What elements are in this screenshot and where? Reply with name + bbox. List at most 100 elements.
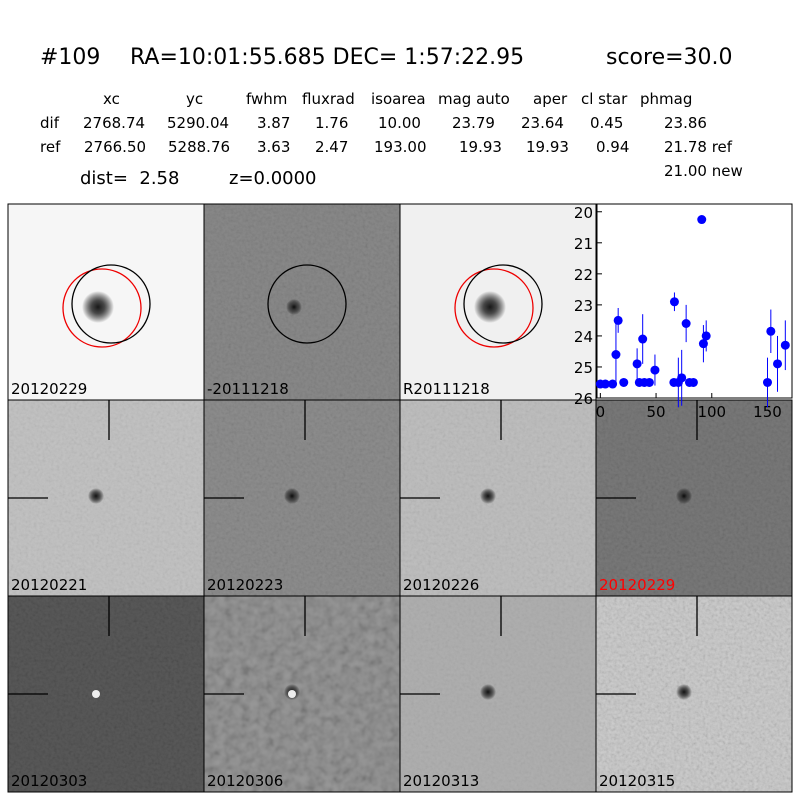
y-tick-label: 24 — [574, 328, 593, 346]
data-point — [698, 339, 708, 349]
cell: 2768.74 — [83, 114, 145, 132]
source-blob — [288, 690, 296, 698]
source-blob — [82, 291, 114, 323]
y-tick-label: 22 — [574, 266, 593, 284]
data-point — [619, 377, 629, 387]
source-blob — [676, 488, 692, 504]
data-point — [600, 379, 610, 389]
cell: 23.64 — [521, 114, 564, 132]
cell: 193.00 — [374, 138, 427, 156]
data-point — [697, 215, 707, 225]
data-point — [611, 350, 621, 360]
source-blob — [474, 291, 506, 323]
dif-circle — [71, 264, 151, 344]
coordinates: RA=10:01:55.685 DEC= 1:57:22.95 — [130, 45, 524, 70]
source-blob — [88, 488, 104, 504]
data-point — [701, 331, 711, 341]
panel-label: 20120315 — [599, 772, 675, 790]
source-blob — [480, 488, 496, 504]
column-header: yc — [186, 90, 203, 108]
x-tick-label: 50 — [647, 403, 666, 421]
panel-label: 20120303 — [11, 772, 87, 790]
chart: 20 21 22 23 24 25 260 50 100 150 — [574, 203, 793, 421]
cell: 10.00 — [378, 114, 421, 132]
panel-label: 20120221 — [11, 576, 87, 594]
table: xc yc fwhm fluxrad isoarea mag auto aper cl sta… — [40, 90, 733, 156]
data-point — [681, 319, 691, 329]
source-blob — [480, 684, 496, 700]
x-tick-label: 150 — [753, 403, 782, 421]
column-header: cl star — [581, 90, 628, 108]
data-point — [780, 340, 790, 350]
plot-area — [596, 203, 793, 399]
row-label: ref — [40, 138, 61, 156]
cell: 5290.04 — [167, 114, 229, 132]
cell: 23.79 — [452, 114, 495, 132]
column-header: aper — [533, 90, 568, 108]
data-point — [644, 377, 654, 387]
cell: 5288.76 — [168, 138, 230, 156]
data-point — [613, 315, 623, 325]
data-point — [632, 359, 642, 369]
cell: 2766.50 — [84, 138, 146, 156]
source-blob — [676, 684, 692, 700]
cell: 19.93 — [526, 138, 569, 156]
panels: 20120229 -20111218 R20111218 20120221 201202… — [7, 203, 793, 793]
panel-label: 20120306 — [207, 772, 283, 790]
cell: 21.78 ref — [664, 138, 733, 156]
distance: dist= 2.58 — [80, 168, 179, 189]
data-point — [677, 373, 687, 383]
row-label: dif — [40, 114, 60, 132]
panel-label: 20120229 — [11, 380, 87, 398]
column-header: mag auto — [438, 90, 510, 108]
data-point — [608, 379, 618, 389]
y-tick-label: 25 — [574, 359, 593, 377]
data-point — [688, 377, 698, 387]
cell: 19.93 — [459, 138, 502, 156]
column-header: isoarea — [371, 90, 426, 108]
dif-circle — [463, 264, 543, 344]
score: score=30.0 — [606, 45, 733, 70]
cell: 23.86 — [664, 114, 707, 132]
y-tick-label: 20 — [574, 204, 593, 222]
ref-circle — [62, 268, 142, 348]
panel-border — [595, 595, 793, 793]
cell: 0.45 — [590, 114, 623, 132]
source-blob — [286, 299, 302, 315]
cell: 0.94 — [596, 138, 629, 156]
data-point — [762, 377, 772, 387]
cell: 1.76 — [315, 114, 348, 132]
column-header: fwhm — [246, 90, 287, 108]
x-tick-label: 100 — [697, 403, 726, 421]
source-blob — [284, 488, 300, 504]
cell: 3.87 — [257, 114, 290, 132]
cell: 3.63 — [257, 138, 290, 156]
data-point — [669, 297, 679, 307]
panel-label: 20120226 — [403, 576, 479, 594]
data-point — [766, 326, 776, 336]
column-header: phmag — [640, 90, 692, 108]
column-header: xc — [103, 90, 120, 108]
panel-label: R20111218 — [403, 380, 490, 398]
ref-circle — [454, 268, 534, 348]
y-tick-label: 23 — [574, 297, 593, 315]
y-tick-label: 21 — [574, 235, 593, 253]
table-note: 21.00 new — [664, 162, 743, 180]
x-tick-label: 0 — [596, 403, 606, 421]
panel-label: -20111218 — [207, 380, 289, 398]
data-point — [638, 334, 648, 344]
object-id: #109 — [40, 45, 100, 70]
panel-label: 20120223 — [207, 576, 283, 594]
data-point — [650, 365, 660, 375]
redshift: z=0.0000 — [229, 168, 317, 189]
source-blob — [92, 690, 100, 698]
panel-label: 20120313 — [403, 772, 479, 790]
panel-noise — [204, 204, 400, 400]
data-point — [773, 359, 783, 369]
column-header: fluxrad — [302, 90, 355, 108]
y-tick-label: 26 — [574, 390, 593, 408]
panel-label: 20120229 — [599, 576, 675, 594]
cell: 2.47 — [315, 138, 348, 156]
dif-circle — [267, 264, 347, 344]
